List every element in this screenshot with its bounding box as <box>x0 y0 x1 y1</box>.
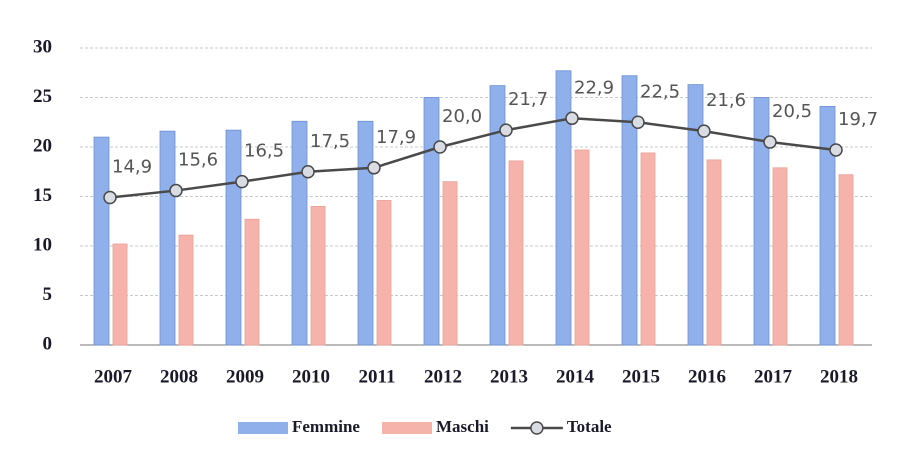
bar <box>819 106 836 346</box>
line-marker <box>499 123 513 137</box>
data-label: 21,7 <box>508 89 548 110</box>
legend-marker <box>530 421 544 435</box>
x-tick-label: 2009 <box>226 366 264 387</box>
data-label: 22,9 <box>574 77 614 98</box>
bar <box>376 200 392 346</box>
y-tick-label: 0 <box>43 333 53 354</box>
line-marker <box>301 165 315 179</box>
data-label: 19,7 <box>838 109 878 130</box>
bar <box>178 234 194 346</box>
x-tick-label: 2017 <box>754 366 793 387</box>
x-tick-label: 2015 <box>622 366 660 387</box>
data-label: 22,5 <box>640 81 680 102</box>
x-tick-label: 2014 <box>556 366 595 387</box>
bar <box>442 181 458 346</box>
x-tick-label: 2011 <box>359 366 396 387</box>
bar <box>508 160 524 346</box>
legend-swatch <box>238 422 288 434</box>
data-label: 16,5 <box>244 141 284 162</box>
bar <box>93 136 110 346</box>
y-tick-label: 25 <box>33 86 52 107</box>
x-tick-label: 2012 <box>424 366 462 387</box>
line-marker <box>763 135 777 149</box>
legend-label: Femmine <box>292 417 360 436</box>
line-marker <box>367 161 381 175</box>
x-tick-label: 2007 <box>94 366 133 387</box>
bar <box>423 97 440 346</box>
bar <box>621 75 638 346</box>
bar <box>772 167 788 346</box>
bar <box>555 70 572 346</box>
legend-label: Maschi <box>436 417 489 436</box>
data-label: 17,5 <box>310 131 350 152</box>
line-marker <box>433 140 447 154</box>
bar <box>310 205 326 346</box>
data-label: 20,5 <box>772 101 812 122</box>
y-tick-label: 20 <box>33 135 52 156</box>
line-marker <box>103 190 117 205</box>
y-tick-label: 10 <box>33 234 52 255</box>
x-tick-label: 2018 <box>820 366 858 387</box>
line <box>109 117 837 199</box>
x-tick-label: 2013 <box>490 366 528 387</box>
line-marker <box>565 111 579 126</box>
data-label: 20,0 <box>442 106 482 127</box>
bar <box>489 85 506 346</box>
line-marker <box>235 174 249 189</box>
data-label: 21,6 <box>706 90 746 111</box>
line-marker <box>829 143 843 157</box>
legend-swatch <box>381 422 432 434</box>
data-label: 17,9 <box>376 127 416 148</box>
x-tick-label: 2008 <box>160 366 198 387</box>
legend-label: Totale <box>567 417 612 436</box>
bar <box>706 159 722 346</box>
data-label: 14,9 <box>112 156 152 177</box>
bar <box>838 174 854 346</box>
bar <box>574 149 590 346</box>
bar <box>687 84 704 346</box>
y-tick-label: 15 <box>33 185 52 206</box>
data-label: 15,6 <box>178 150 218 171</box>
bar <box>159 130 176 346</box>
line-marker <box>631 115 645 129</box>
y-tick-label: 5 <box>43 284 53 305</box>
x-tick-label: 2016 <box>688 366 726 387</box>
bar <box>357 120 374 346</box>
bar <box>291 120 308 346</box>
bar <box>244 218 260 346</box>
bar <box>225 129 242 346</box>
line-marker <box>697 124 711 138</box>
line-marker <box>169 183 183 198</box>
bar <box>753 97 770 346</box>
bar <box>640 152 656 346</box>
y-tick-label: 30 <box>33 36 52 57</box>
x-tick-label: 2010 <box>292 366 330 387</box>
bar <box>112 243 128 346</box>
